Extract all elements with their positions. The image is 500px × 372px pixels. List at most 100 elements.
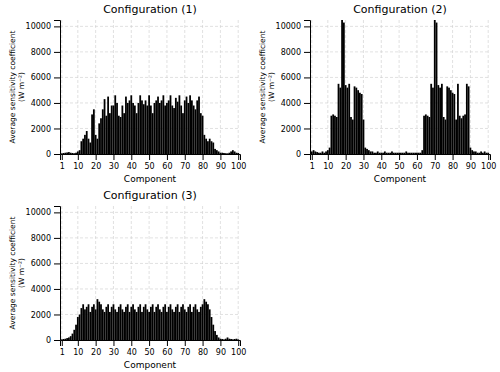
tick-mark — [304, 52, 310, 53]
bar — [193, 307, 195, 340]
bar — [73, 330, 75, 340]
bar — [118, 116, 120, 154]
bar — [212, 325, 214, 340]
axis-line — [61, 341, 241, 347]
axis-line — [311, 155, 491, 161]
bar — [152, 304, 154, 340]
tick-label: 6000 — [31, 259, 51, 268]
bar — [330, 116, 332, 154]
bar — [143, 104, 145, 154]
tick: 20 — [91, 340, 101, 357]
tick: 6000 — [31, 73, 60, 82]
tick-mark — [167, 340, 168, 346]
bars — [61, 299, 239, 340]
tick-mark — [131, 154, 132, 160]
tick-label: 10 — [73, 162, 83, 171]
tick-label: 10000 — [26, 22, 51, 31]
grid-line-x — [399, 20, 400, 154]
bar — [154, 312, 156, 340]
bar — [225, 153, 227, 154]
tick-mark — [96, 154, 97, 160]
y-label: Average sensitivity coefficient(W m⁻²) — [258, 31, 276, 144]
bar — [121, 106, 123, 154]
grid-line-y — [310, 26, 490, 27]
bar — [200, 113, 202, 154]
grid-line-x — [184, 206, 185, 340]
grid-line-x — [95, 206, 96, 340]
tick: 6000 — [31, 259, 60, 268]
bar — [113, 106, 115, 154]
bar — [70, 153, 72, 154]
bar — [420, 153, 422, 154]
tick: 50 — [395, 154, 405, 171]
bar — [138, 307, 140, 340]
tick-mark — [304, 128, 310, 129]
grid-line-x — [149, 206, 150, 340]
bar — [93, 109, 95, 154]
bar — [232, 339, 234, 340]
bar — [207, 141, 209, 154]
bar — [102, 109, 104, 154]
grid-line-y — [60, 51, 240, 52]
tick-label: 50 — [145, 348, 155, 357]
tick-label: 40 — [377, 162, 387, 171]
bar — [105, 116, 107, 154]
bar — [82, 304, 84, 340]
bar — [227, 337, 229, 340]
tick-mark — [185, 154, 186, 160]
tick: 70 — [430, 154, 440, 171]
bar — [452, 93, 454, 154]
tick-label: 40 — [127, 162, 137, 171]
tick: 100 — [231, 340, 246, 357]
tick: 30 — [359, 154, 369, 171]
bar — [448, 88, 450, 154]
tick: 70 — [180, 154, 190, 171]
bar — [432, 88, 434, 154]
bar — [391, 151, 393, 154]
bar — [173, 108, 175, 154]
grid — [60, 20, 240, 154]
bar — [91, 114, 93, 154]
tick-label: 10000 — [26, 208, 51, 217]
tick-label: 40 — [127, 348, 137, 357]
bar — [364, 148, 366, 154]
bar — [195, 304, 197, 340]
grid-line-x — [345, 20, 346, 154]
y-label: Average sensitivity coefficient(W m⁻²) — [8, 31, 26, 144]
bar — [109, 312, 111, 340]
bar — [475, 151, 477, 154]
tick-label: 80 — [198, 162, 208, 171]
tick-mark — [54, 238, 60, 239]
bar — [323, 153, 325, 154]
tick: 90 — [216, 340, 226, 357]
bar — [127, 103, 129, 154]
tick-label: 80 — [448, 162, 458, 171]
bar — [121, 309, 123, 340]
bar — [68, 152, 70, 154]
bar — [179, 312, 181, 340]
tick-label: 8000 — [31, 234, 51, 243]
bar — [430, 84, 432, 154]
bar — [421, 150, 423, 154]
axis-line — [61, 155, 241, 161]
y-label-line: Average sensitivity coefficient — [258, 31, 267, 144]
tick-label: 8000 — [31, 48, 51, 57]
bar — [464, 114, 466, 154]
bar — [155, 100, 157, 154]
bar — [236, 339, 238, 340]
bar — [193, 106, 195, 154]
grid-line-x — [131, 20, 132, 154]
bar — [162, 307, 164, 340]
bar — [186, 97, 188, 154]
bar — [148, 312, 150, 340]
bar — [109, 113, 111, 154]
tick: 40 — [377, 154, 387, 171]
bar — [175, 307, 177, 340]
grid-line-x — [327, 20, 328, 154]
bar — [400, 153, 402, 154]
x-label: Component — [124, 174, 177, 184]
tick-label: 90 — [216, 162, 226, 171]
tick: 8000 — [31, 234, 60, 243]
tick-label: 30 — [109, 162, 119, 171]
bar — [95, 135, 97, 154]
